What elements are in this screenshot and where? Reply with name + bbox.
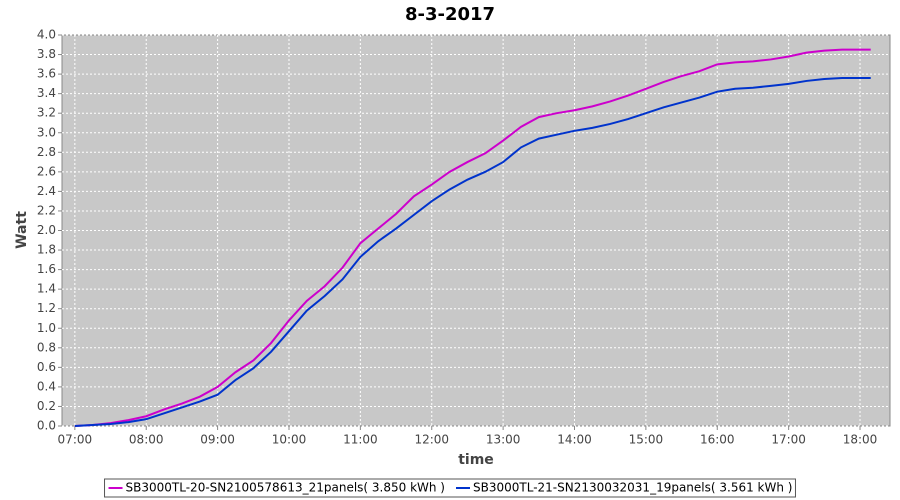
y-tick-label: 2.2 — [37, 203, 56, 217]
x-tick-label: 07:00 — [58, 433, 93, 447]
y-tick-label: 3.8 — [37, 47, 56, 61]
y-tick-label: 0.6 — [37, 360, 56, 374]
y-axis-label: Watt — [14, 211, 30, 249]
y-tick-label: 1.2 — [37, 301, 56, 315]
x-tick-label: 09:00 — [200, 433, 235, 447]
y-tick-label: 1.0 — [37, 321, 56, 335]
y-tick-label: 3.4 — [37, 86, 56, 100]
legend-box — [104, 478, 796, 498]
y-tick-label: 0.4 — [37, 379, 56, 393]
y-tick-label: 2.0 — [37, 223, 56, 237]
x-tick-label: 16:00 — [700, 433, 735, 447]
y-tick-label: 0.2 — [37, 399, 56, 413]
y-tick-label: 2.8 — [37, 145, 56, 159]
data-line — [74, 77, 871, 427]
x-tick-label: 12:00 — [414, 433, 449, 447]
y-tick-label: 4.0 — [37, 28, 56, 42]
y-tick-label: 3.0 — [37, 125, 56, 139]
x-axis-label: time — [458, 452, 494, 468]
y-tick-label: 2.4 — [37, 184, 56, 198]
y-tick-label: 1.6 — [37, 262, 56, 276]
x-tick-label: 15:00 — [629, 433, 664, 447]
x-tick-label: 13:00 — [486, 433, 521, 447]
y-tick-label: 1.4 — [37, 282, 56, 296]
x-tick-label: 11:00 — [343, 433, 378, 447]
y-tick-label: 2.6 — [37, 164, 56, 178]
y-tick-label: 0.8 — [37, 340, 56, 354]
y-tick-label: 3.6 — [37, 67, 56, 81]
x-tick-label: 14:00 — [557, 433, 592, 447]
x-tick-label: 18:00 — [843, 433, 878, 447]
legend-label: SB3000TL-21-SN2130032031_19panels( 3.561… — [473, 481, 792, 495]
x-tick-label: 17:00 — [771, 433, 806, 447]
y-tick-label: 0.0 — [37, 419, 56, 433]
chart-title: 8-3-2017 — [405, 4, 495, 25]
x-tick-label: 08:00 — [129, 433, 164, 447]
y-tick-label: 1.8 — [37, 243, 56, 257]
y-tick-label: 3.2 — [37, 106, 56, 120]
data-line — [74, 48, 871, 427]
legend-label: SB3000TL-20-SN2100578613_21panels( 3.850… — [126, 481, 445, 495]
x-tick-label: 10:00 — [272, 433, 307, 447]
